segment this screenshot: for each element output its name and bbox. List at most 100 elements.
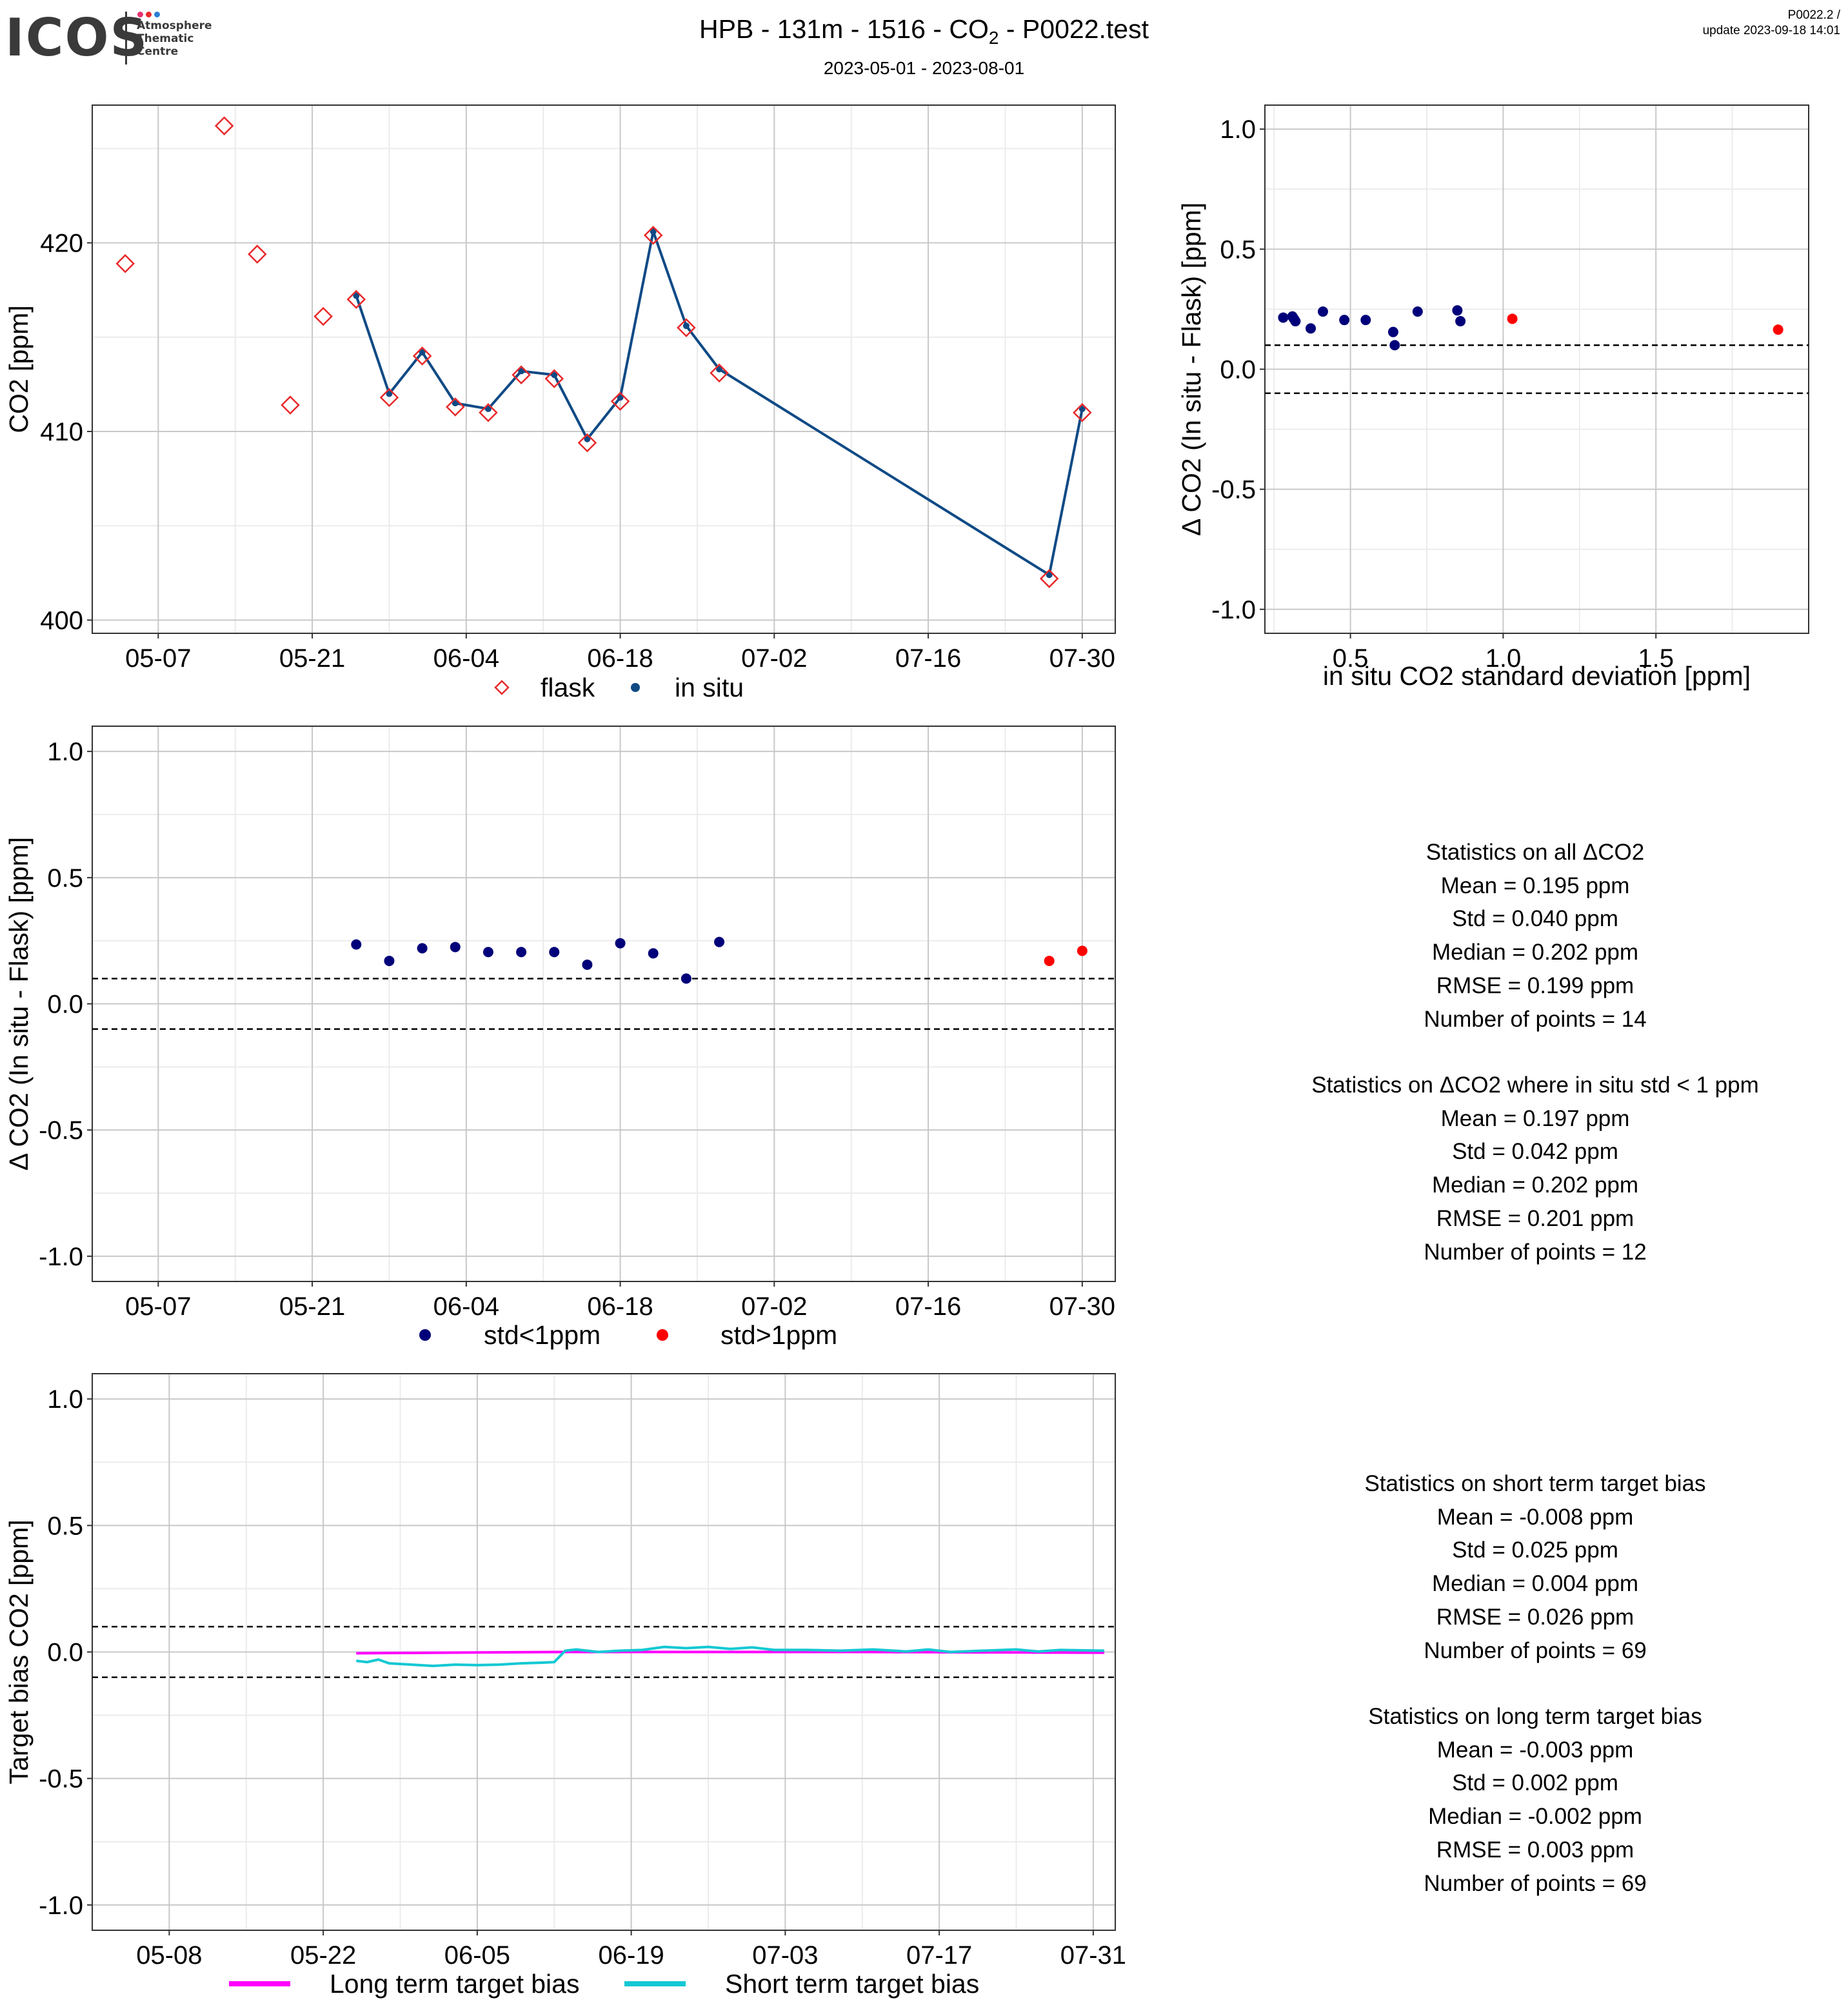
logo-dot-red xyxy=(146,12,152,17)
flask-point xyxy=(412,346,432,366)
in-situ-point xyxy=(682,322,690,330)
std-gt-1ppm-point xyxy=(1773,324,1783,335)
stats-title: Statistics on short term target bias xyxy=(1364,1471,1706,1496)
stats-title: Statistics on long term target bias xyxy=(1368,1704,1702,1729)
stats-line: Std = 0.042 ppm xyxy=(1452,1139,1618,1165)
x-tick-label: 1.0 xyxy=(1485,644,1522,673)
std-lt-1ppm-point xyxy=(714,936,725,947)
long-term-bias-line xyxy=(356,1650,1104,1655)
x-tick-label: 06-04 xyxy=(433,1292,499,1321)
legend-std-lt-1ppm-icon xyxy=(419,1329,431,1341)
x-tick-label: 05-08 xyxy=(136,1941,202,1970)
std-lt-1ppm-point xyxy=(417,943,428,954)
stats-line: RMSE = 0.199 ppm xyxy=(1436,973,1634,998)
flask-point xyxy=(610,391,630,411)
x-tick-label: 07-31 xyxy=(1060,1941,1126,1970)
version-label: P0022.2 / xyxy=(1787,8,1840,22)
y-tick-label: 1.0 xyxy=(1220,115,1256,144)
x-tick-label: 07-17 xyxy=(906,1941,972,1970)
logo-subtitle-line: Atmosphere xyxy=(137,19,212,32)
title-prefix: HPB - 131m - 1516 - CO xyxy=(699,14,989,44)
x-tick-label: 05-07 xyxy=(125,644,191,673)
flask-point xyxy=(281,395,300,415)
std-lt-1ppm-point xyxy=(549,947,560,958)
legend-std-gt-1ppm-label: std>1ppm xyxy=(720,1320,837,1350)
legend-flask-icon xyxy=(494,680,510,695)
stats-line: Number of points = 69 xyxy=(1424,1637,1647,1663)
std-lt-1ppm-point xyxy=(1452,305,1463,316)
std-lt-1ppm-point xyxy=(1317,306,1328,317)
flask-point xyxy=(313,306,333,326)
logo-subtitle-line: Thematic xyxy=(137,32,194,45)
stats-line: Std = 0.025 ppm xyxy=(1452,1537,1618,1563)
x-tick-label: 07-02 xyxy=(741,644,807,673)
std-lt-1ppm-point xyxy=(450,942,461,953)
std-lt-1ppm-point xyxy=(1290,316,1301,327)
flask-point xyxy=(446,397,465,417)
in-situ-point xyxy=(617,394,624,401)
x-tick-label: 07-03 xyxy=(752,1941,818,1970)
std-lt-1ppm-point xyxy=(1387,326,1398,337)
stats-std-lt-1-panel: Statistics on ΔCO2 where in situ std < 1… xyxy=(1264,1069,1806,1269)
in-situ-point xyxy=(1078,405,1086,412)
stats-line: Number of points = 14 xyxy=(1424,1006,1647,1032)
page-title: HPB - 131m - 1516 - CO2 - P0022.test xyxy=(0,14,1848,48)
x-tick-label: 05-07 xyxy=(125,1292,191,1321)
in-situ-point xyxy=(1046,571,1053,578)
in-situ-point xyxy=(551,371,558,379)
std-gt-1ppm-point xyxy=(1077,945,1088,956)
flask-point xyxy=(710,363,729,383)
legend-flask-label: flask xyxy=(541,673,595,702)
short-term-bias-line xyxy=(356,1645,1104,1668)
x-tick-label: 07-02 xyxy=(741,1292,807,1321)
in-situ-point xyxy=(584,435,591,442)
stats-line: Std = 0.040 ppm xyxy=(1452,906,1618,932)
y-tick-label: 0.0 xyxy=(47,991,83,1019)
flask-point xyxy=(677,318,696,337)
stats-line: Median = 0.202 ppm xyxy=(1431,1172,1639,1198)
x-tick-label: 06-18 xyxy=(587,644,653,673)
x-tick-label: 06-19 xyxy=(598,1941,664,1970)
legend-in-situ-label: in situ xyxy=(675,673,744,702)
stats-line: RMSE = 0.201 ppm xyxy=(1436,1205,1634,1231)
stats-long-term-panel: Statistics on long term target bias Mean… xyxy=(1264,1700,1806,1900)
x-tick-label: 06-05 xyxy=(444,1941,510,1970)
flask-point xyxy=(346,290,366,310)
stats-line: Number of points = 69 xyxy=(1424,1870,1647,1896)
std-lt-1ppm-point xyxy=(482,947,493,958)
in-situ-point xyxy=(518,368,525,375)
y-tick-label: 0.5 xyxy=(47,864,83,893)
x-tick-label: 07-16 xyxy=(895,644,961,673)
stats-title: Statistics on ΔCO2 where in situ std < 1… xyxy=(1311,1073,1759,1098)
y-tick-label: 0.0 xyxy=(1220,356,1256,384)
stats-all-panel: Statistics on all ΔCO2 Mean = 0.195 ppm … xyxy=(1264,836,1806,1036)
stats-line: Median = 0.004 ppm xyxy=(1431,1571,1639,1597)
logo-dot-blue xyxy=(154,12,160,17)
std-lt-1ppm-point xyxy=(681,973,691,984)
y-tick-label: -0.5 xyxy=(39,1765,83,1794)
std-gt-1ppm-point xyxy=(1507,313,1518,324)
legend-short-term-label: Short term target bias xyxy=(725,1969,979,1999)
co2_timeseries-plot: 05-07 05-21 06-04 06-18 07-02 07-16 07-30 400 41… xyxy=(4,104,1116,702)
std-lt-1ppm-point xyxy=(351,939,362,950)
y-axis-label: Δ CO2 (In situ - Flask) [ppm] xyxy=(1177,203,1206,536)
std-lt-1ppm-point xyxy=(1389,340,1400,351)
flask-point xyxy=(214,116,234,135)
x-tick-label: 06-04 xyxy=(433,644,499,673)
in-situ-point xyxy=(452,400,459,407)
std-gt-1ppm-point xyxy=(1044,955,1055,966)
y-tick-label: -0.5 xyxy=(39,1116,83,1145)
y-axis-label: CO2 [ppm] xyxy=(4,305,34,433)
stats-line: RMSE = 0.026 ppm xyxy=(1436,1604,1634,1630)
legend-std-gt-1ppm-icon xyxy=(657,1329,668,1341)
stats-line: Mean = 0.197 ppm xyxy=(1440,1105,1630,1131)
in-situ-point xyxy=(386,390,393,397)
stats-title: Statistics on all ΔCO2 xyxy=(1426,840,1645,865)
std-lt-1ppm-point xyxy=(384,955,395,966)
x-tick-label: 07-30 xyxy=(1049,644,1115,673)
flask-point xyxy=(1073,403,1092,422)
flask-point xyxy=(512,365,531,385)
flask-point xyxy=(577,433,597,453)
icos-logo-text: ICOS xyxy=(5,8,149,68)
stats-line: Mean = -0.003 ppm xyxy=(1436,1737,1634,1763)
